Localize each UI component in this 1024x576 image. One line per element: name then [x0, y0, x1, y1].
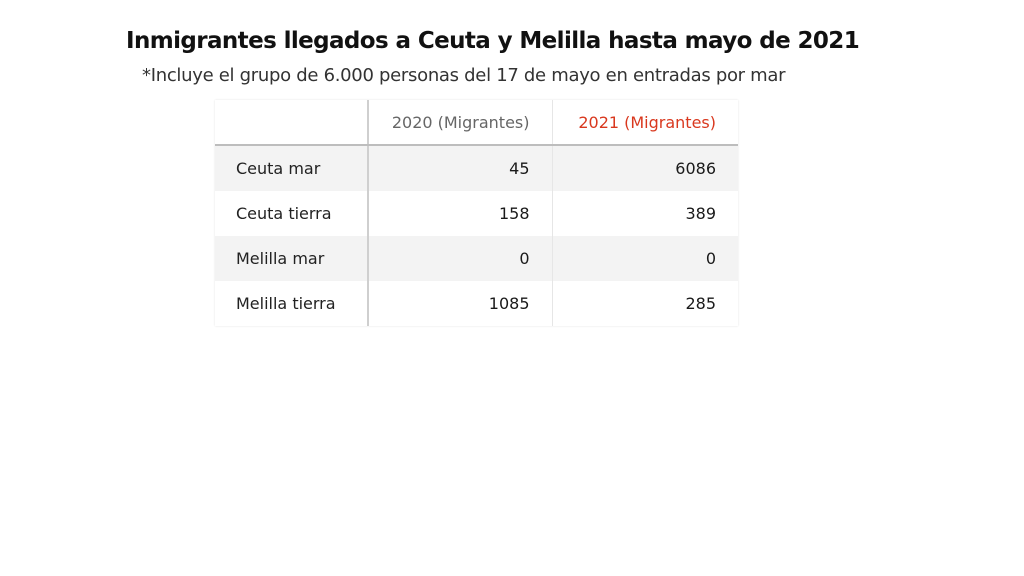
header-2021: 2021 (Migrantes)	[552, 100, 738, 146]
table-row: Ceuta tierra 158 389	[215, 191, 738, 236]
data-table: 2020 (Migrantes) 2021 (Migrantes) Ceuta …	[215, 100, 738, 326]
header-corner-cell	[215, 100, 369, 146]
table-row: Ceuta mar 45 6086	[215, 145, 738, 191]
value-2021-ceuta-tierra: 389	[552, 191, 738, 236]
table-row: Melilla tierra 1085 285	[215, 281, 738, 326]
value-2021-melilla-mar: 0	[552, 236, 738, 281]
row-label-melilla-tierra: Melilla tierra	[215, 281, 369, 326]
row-label-melilla-mar: Melilla mar	[215, 236, 369, 281]
chart-subtitle: *Incluye el grupo de 6.000 personas del …	[142, 65, 786, 86]
value-2020-melilla-mar: 0	[368, 236, 553, 281]
row-label-ceuta-tierra: Ceuta tierra	[215, 191, 369, 236]
table-header-row: 2020 (Migrantes) 2021 (Migrantes)	[215, 100, 738, 146]
chart-title: Inmigrantes llegados a Ceuta y Melilla h…	[126, 28, 860, 54]
row-label-ceuta-mar: Ceuta mar	[215, 145, 369, 191]
value-2020-ceuta-tierra: 158	[368, 191, 553, 236]
value-2020-ceuta-mar: 45	[368, 145, 553, 191]
value-2021-ceuta-mar: 6086	[552, 145, 738, 191]
table-row: Melilla mar 0 0	[215, 236, 738, 281]
value-2021-melilla-tierra: 285	[552, 281, 738, 326]
value-2020-melilla-tierra: 1085	[368, 281, 553, 326]
header-2020: 2020 (Migrantes)	[368, 100, 553, 146]
